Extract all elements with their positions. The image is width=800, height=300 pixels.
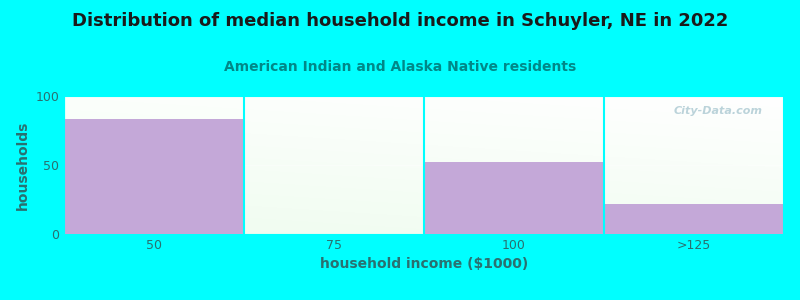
Bar [604, 204, 784, 234]
X-axis label: household income ($1000): household income ($1000) [320, 257, 528, 272]
Text: City-Data.com: City-Data.com [674, 106, 762, 116]
Bar [424, 162, 604, 234]
Bar [64, 119, 244, 234]
Text: Distribution of median household income in Schuyler, NE in 2022: Distribution of median household income … [72, 12, 728, 30]
Y-axis label: households: households [16, 120, 30, 210]
Text: American Indian and Alaska Native residents: American Indian and Alaska Native reside… [224, 60, 576, 74]
